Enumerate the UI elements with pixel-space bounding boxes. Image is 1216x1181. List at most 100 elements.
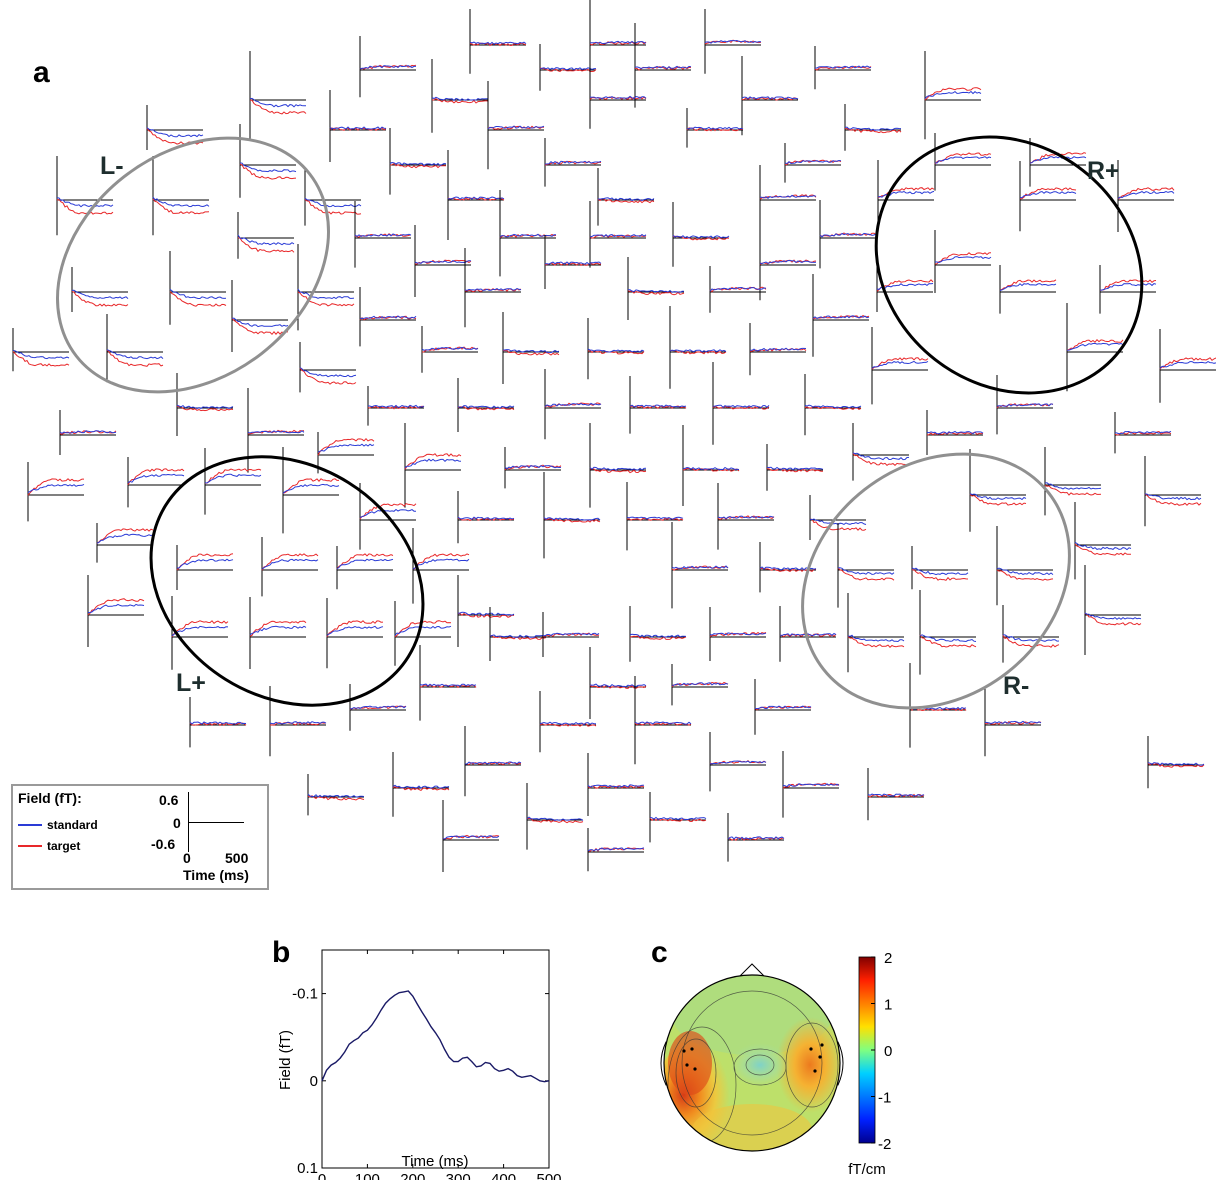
sensor-trace [934, 230, 992, 293]
sensor-trace [1066, 303, 1124, 392]
sensor-trace [543, 472, 601, 559]
sensor-trace [442, 800, 500, 872]
sensor-trace [431, 59, 489, 133]
legend-x-label: Time (ms) [183, 867, 249, 883]
sensor-trace [629, 376, 687, 434]
sensor-trace [784, 143, 842, 183]
panel-label-c: c [651, 936, 668, 969]
sensor-trace [326, 598, 384, 669]
sensor-trace [12, 328, 70, 372]
panel-label-b: b [272, 936, 291, 969]
sensor-trace [307, 774, 365, 816]
sensor-trace [589, 64, 647, 129]
chart-b: 0 100 200 300 400 500-0.100.1 Time (ms) Field… [277, 949, 562, 1180]
sensor-trace [587, 318, 645, 380]
sensor-trace [56, 156, 114, 236]
sensor-trace [59, 410, 117, 455]
colorbar-tick-label: 1 [884, 997, 892, 1014]
sensor-trace [759, 221, 817, 301]
sensor-trace [457, 575, 515, 647]
sensor-trace [502, 312, 560, 384]
sensor-trace [421, 326, 479, 373]
sensor-trace [847, 593, 905, 673]
sensor-trace [587, 828, 645, 872]
region-label-l-plus: L+ [176, 669, 206, 697]
sensor-trace [394, 601, 452, 666]
sensor-trace [709, 266, 767, 313]
sensor-trace [969, 449, 1027, 532]
sensor-trace [672, 202, 730, 267]
sensor-trace [419, 645, 477, 721]
sensor-trace [626, 482, 684, 551]
sensor-trace [249, 51, 307, 140]
sensor-trace [649, 792, 707, 843]
sensor-trace [671, 664, 729, 706]
sensor-trace [671, 522, 729, 609]
sensor-trace [1002, 605, 1060, 663]
sensor-trace [844, 104, 902, 151]
sensor-trace [837, 523, 895, 608]
sensor-trace [457, 378, 515, 432]
sensor-trace [984, 686, 1042, 757]
sensor-trace [1159, 329, 1216, 403]
sensor-trace [239, 124, 297, 198]
sensor-trace [412, 528, 470, 604]
sensor-trace [146, 105, 204, 150]
sensor-trace [682, 425, 740, 506]
colorbar-tick-label: -1 [878, 1090, 891, 1107]
chart-b-ytick-label: 0 [310, 1073, 318, 1090]
sensor-array [12, 0, 1216, 872]
sensor-trace [349, 684, 407, 731]
sensor-trace [269, 686, 327, 757]
sensor-trace [804, 374, 862, 436]
legend-y-zero: 0 [173, 815, 181, 831]
colorbar-tick-label: -2 [878, 1136, 891, 1153]
sensor-trace [499, 190, 557, 277]
sensor-trace [589, 0, 647, 85]
sensor-trace [589, 201, 647, 268]
sensor-trace [926, 410, 984, 455]
region-ellipse-l-minus [56, 136, 330, 394]
legend-standard: standard [18, 818, 98, 832]
sensor-trace [367, 386, 425, 426]
sensor-trace [1147, 736, 1205, 789]
sensor-trace [911, 546, 969, 590]
sensor-trace [669, 306, 727, 389]
sensor-trace [709, 732, 767, 792]
sensor-trace [759, 165, 817, 228]
sensor-trace [464, 248, 522, 328]
sensor-trace [176, 545, 234, 590]
sensor-trace [542, 612, 600, 657]
legend-box: Field (fT): standard target 0.6 0 -0.6 0… [11, 784, 269, 890]
colorbar-unit: fT/cm [848, 1161, 886, 1178]
colorbar-tick-label: 2 [884, 950, 892, 967]
sensor-trace [627, 257, 685, 320]
region-ellipse-l-plus [149, 455, 425, 707]
sensor-trace [282, 447, 340, 534]
sensor-trace [237, 212, 295, 259]
sensor-trace [469, 9, 527, 74]
sensor-trace [404, 423, 462, 508]
region-label-r-minus: R- [1003, 672, 1030, 700]
sensor-trace [539, 44, 597, 91]
sensor-trace [1099, 265, 1157, 314]
sensor-trace [867, 768, 925, 821]
sensor-trace [597, 168, 655, 226]
legend-target-label: target [47, 839, 81, 853]
sensor-trace [766, 444, 824, 491]
sensor-trace [204, 448, 262, 515]
sensor-trace [814, 46, 872, 90]
highlighted-sensors [682, 1043, 824, 1073]
sensor-trace [996, 375, 1054, 435]
sensor-trace [414, 225, 472, 297]
sensor-trace [709, 607, 767, 661]
sensor-trace [504, 447, 562, 489]
sensor-trace [71, 267, 129, 312]
region-label-r-plus: R+ [1087, 157, 1120, 185]
chart-b-xtick-label: 400 [491, 1171, 516, 1180]
chart-b-frame [321, 949, 550, 1169]
sensor-trace [819, 200, 877, 269]
sensor-trace [457, 491, 515, 544]
sensor-trace [171, 596, 229, 670]
sensor-trace [779, 606, 837, 662]
